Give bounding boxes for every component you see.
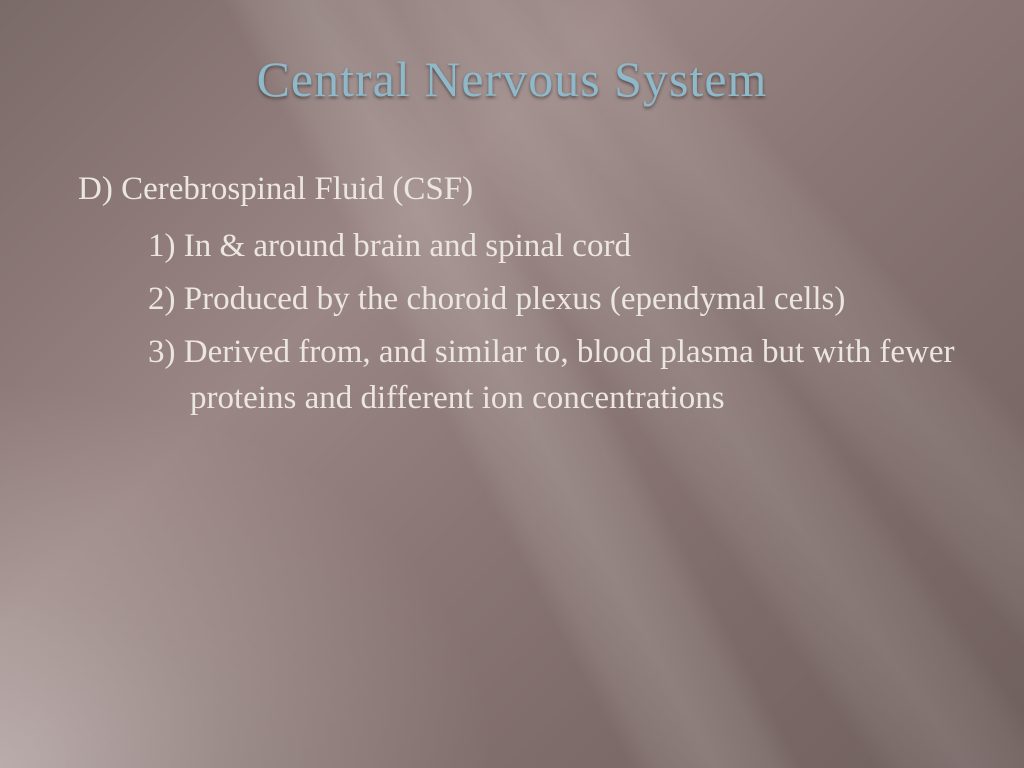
- list-item: 2) Produced by the choroid plexus (epend…: [148, 276, 964, 323]
- section-heading: D) Cerebrospinal Fluid (CSF): [78, 166, 964, 213]
- slide-body: D) Cerebrospinal Fluid (CSF) 1) In & aro…: [60, 166, 964, 422]
- list-item: 3) Derived from, and similar to, blood p…: [148, 329, 964, 423]
- slide-title: Central Nervous System: [60, 50, 964, 108]
- slide-content: Central Nervous System D) Cerebrospinal …: [0, 0, 1024, 768]
- list-item: 1) In & around brain and spinal cord: [148, 223, 964, 270]
